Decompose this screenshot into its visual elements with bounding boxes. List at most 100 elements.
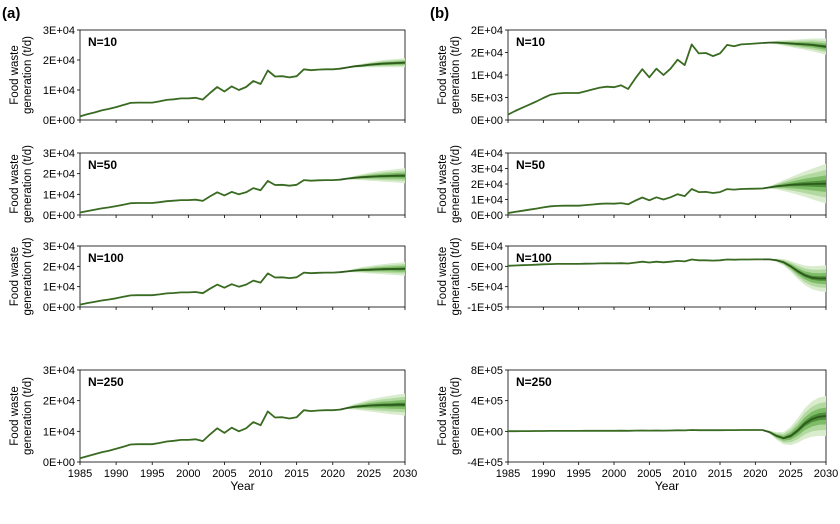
x-tick-label: 1990 <box>104 468 128 480</box>
x-tick-label: 2030 <box>393 468 417 480</box>
series-n-label: N=100 <box>516 251 552 265</box>
chart-a4: 0E+00 1E+04 2E+04 3E+04 1985 1990 1995 2000 2005… <box>9 365 417 493</box>
series-n-label: N=250 <box>88 375 124 389</box>
y-axis-label-line: generation (t/d) <box>22 36 34 114</box>
forecast-center-line <box>339 403 405 411</box>
series-n-label: N=250 <box>516 375 552 389</box>
series-n-label: N=10 <box>88 35 117 49</box>
forecast-band-3 <box>762 42 826 49</box>
x-tick-label: 2020 <box>743 468 767 480</box>
y-axis-label: Food wastegeneration (t/d) <box>437 36 462 114</box>
forecast-band-3 <box>762 259 826 281</box>
history-line <box>507 42 763 116</box>
y-tick-label: 8E+05 <box>471 365 503 377</box>
forecast-center-line <box>762 182 827 190</box>
forecast-band-3 <box>762 412 826 440</box>
x-tick-label: 1985 <box>68 468 92 480</box>
chart-a2: 0E+00 1E+04 2E+04 3E+04 Food wastegeneration… <box>9 145 406 223</box>
y-tick-label: 1E+04 <box>471 70 503 82</box>
y-axis-label-line: Food waste <box>9 386 21 445</box>
y-axis-label: Food wastegeneration (t/d) <box>437 145 462 223</box>
x-tick-label: 2020 <box>321 468 345 480</box>
x-tick-label: 2000 <box>176 468 200 480</box>
series-n-label: N=100 <box>88 251 124 265</box>
y-axis-label-line: Food waste <box>437 45 449 104</box>
forecast-center-line <box>762 41 827 48</box>
y-axis-label: Food wastegeneration (t/d) <box>9 145 34 223</box>
series-n-label: N=50 <box>516 158 545 172</box>
history-line <box>79 178 341 214</box>
x-tick-label: 1990 <box>531 468 555 480</box>
y-axis-label-line: generation (t/d) <box>450 237 462 315</box>
y-tick-label: 0E+00 <box>471 261 503 273</box>
y-tick-label: 3E+04 <box>43 25 75 37</box>
plot-frame <box>79 245 406 308</box>
y-tick-label: 0E+00 <box>43 302 75 314</box>
chart-b2: 0E+00 1E+04 2E+04 3E+04 4E+04 Food wastegener… <box>437 145 827 223</box>
x-tick-label: 2005 <box>637 468 661 480</box>
y-axis-label-line: Food waste <box>437 386 449 445</box>
y-tick-label: 4E+04 <box>471 148 503 160</box>
chart-b1: 0E+00 5E+03 1E+04 2E+04 2E+04 Food wastegener… <box>437 25 827 127</box>
y-axis-label-line: Food waste <box>9 154 21 213</box>
x-tick-label: 2015 <box>284 468 308 480</box>
y-axis-label: Food wastegeneration (t/d) <box>9 377 34 455</box>
forecast-band-1 <box>762 402 826 443</box>
y-tick-label: 2E+04 <box>43 396 75 408</box>
history-line <box>507 258 763 267</box>
y-tick-label: -4E+05 <box>467 457 503 469</box>
y-tick-label: 0E+00 <box>471 210 503 222</box>
history-line <box>79 67 341 118</box>
y-tick-label: 0E+00 <box>43 210 75 222</box>
y-tick-label: 2E+04 <box>471 48 503 60</box>
y-tick-label: 2E+04 <box>43 261 75 273</box>
plot-frame <box>79 369 406 463</box>
series-n-label: N=50 <box>88 158 117 172</box>
plot-frame <box>507 369 827 463</box>
chart-a3: 0E+00 1E+04 2E+04 3E+04 Food wastegeneration… <box>9 237 406 316</box>
x-tick-label: 2025 <box>357 468 381 480</box>
y-tick-label: 2E+04 <box>43 55 75 67</box>
x-tick-label: 2030 <box>814 468 838 480</box>
x-tick-label: 2005 <box>212 468 236 480</box>
y-tick-label: 2E+04 <box>471 25 503 37</box>
y-axis-label-line: generation (t/d) <box>22 145 34 223</box>
y-tick-label: 1E+04 <box>43 426 75 438</box>
y-tick-label: 3E+04 <box>471 164 503 176</box>
y-tick-label: 0E+00 <box>43 115 75 127</box>
history-line <box>79 408 341 460</box>
forecast-center-line <box>339 61 406 70</box>
x-tick-label: 2010 <box>672 468 696 480</box>
panel-letter-b: (b) <box>430 5 449 22</box>
x-tick-label: 2000 <box>602 468 626 480</box>
forecast-center-line <box>339 267 406 274</box>
x-axis-label: Year <box>230 479 254 493</box>
plot-frame <box>507 245 827 308</box>
y-tick-label: 1E+04 <box>471 195 503 207</box>
y-axis-label: Food wastegeneration (t/d) <box>437 237 462 315</box>
y-tick-label: 0E+00 <box>43 457 75 469</box>
y-tick-label: 3E+04 <box>43 241 75 253</box>
y-tick-label: 2E+04 <box>43 169 75 181</box>
y-tick-label: 5E+04 <box>471 241 503 253</box>
y-axis-label-line: generation (t/d) <box>22 237 34 315</box>
y-axis-label: Food wastegeneration (t/d) <box>9 36 34 114</box>
history-line <box>79 271 341 306</box>
chart-b4: -4E+05 0E+00 4E+05 8E+05 1985 1990 1995 2000 200… <box>437 365 838 493</box>
y-axis-label-line: generation (t/d) <box>450 145 462 223</box>
series-n-label: N=10 <box>516 35 545 49</box>
y-tick-label: 2E+04 <box>471 179 503 191</box>
x-tick-label: 1985 <box>496 468 520 480</box>
plot-frame <box>79 152 406 216</box>
history-line <box>507 187 763 214</box>
panel-letter-a: (a) <box>2 5 20 22</box>
y-tick-label: 5E+03 <box>471 93 503 105</box>
y-tick-label: 1E+04 <box>43 282 75 294</box>
y-tick-label: 1E+04 <box>43 85 75 97</box>
x-tick-label: 1995 <box>140 468 164 480</box>
y-tick-label: 3E+04 <box>43 365 75 377</box>
y-axis-label: Food wastegeneration (t/d) <box>437 377 462 455</box>
chart-a1: 0E+00 1E+04 2E+04 3E+04 Food wastegeneration… <box>9 25 406 127</box>
